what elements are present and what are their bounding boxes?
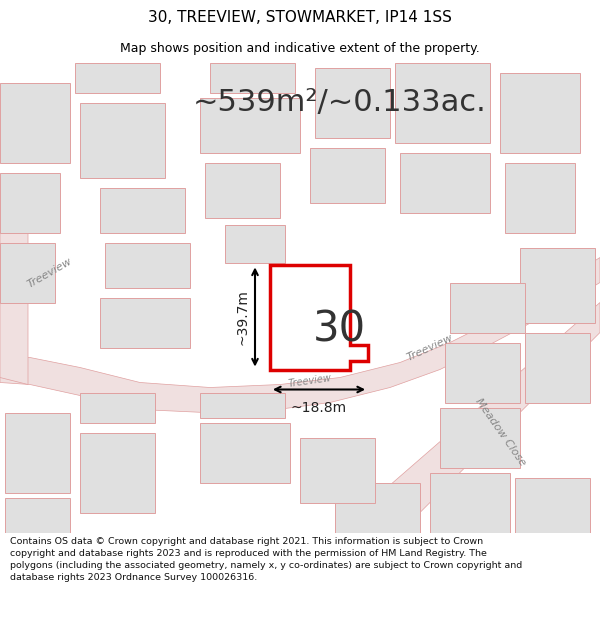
Polygon shape [430,472,510,532]
Polygon shape [450,282,525,332]
Polygon shape [310,148,385,202]
Polygon shape [0,177,28,384]
Text: ~18.8m: ~18.8m [291,401,347,414]
Polygon shape [515,478,590,532]
Text: 30: 30 [313,309,366,351]
Polygon shape [5,498,70,532]
Polygon shape [300,438,375,503]
Polygon shape [80,392,155,422]
Polygon shape [210,62,295,92]
Text: Treeview: Treeview [287,372,332,389]
Text: 30, TREEVIEW, STOWMARKET, IP14 1SS: 30, TREEVIEW, STOWMARKET, IP14 1SS [148,10,452,25]
Polygon shape [315,68,390,138]
Text: Contains OS data © Crown copyright and database right 2021. This information is : Contains OS data © Crown copyright and d… [10,537,523,581]
Polygon shape [5,412,70,492]
Polygon shape [440,408,520,468]
Polygon shape [200,392,285,418]
Polygon shape [200,98,300,152]
Polygon shape [335,482,420,532]
Polygon shape [105,242,190,288]
Polygon shape [100,298,190,348]
Polygon shape [225,224,285,262]
Text: Meadow Close: Meadow Close [473,397,527,468]
Polygon shape [525,332,590,402]
Polygon shape [400,152,490,213]
Polygon shape [75,62,160,92]
Polygon shape [0,173,60,232]
Text: ~539m²/~0.133ac.: ~539m²/~0.133ac. [193,88,487,117]
Polygon shape [0,82,70,162]
Polygon shape [100,188,185,232]
Polygon shape [200,422,290,482]
Polygon shape [500,72,580,152]
Polygon shape [520,248,595,322]
Polygon shape [370,302,600,532]
Text: ~39.7m: ~39.7m [235,289,249,345]
Polygon shape [205,162,280,217]
Polygon shape [80,432,155,512]
Polygon shape [445,342,520,402]
Text: Map shows position and indicative extent of the property.: Map shows position and indicative extent… [120,42,480,55]
Text: Treeview: Treeview [405,332,455,362]
Polygon shape [505,162,575,232]
Polygon shape [0,258,600,412]
Polygon shape [0,242,55,302]
Text: Treeview: Treeview [26,256,74,289]
Polygon shape [395,62,490,142]
Polygon shape [80,102,165,178]
